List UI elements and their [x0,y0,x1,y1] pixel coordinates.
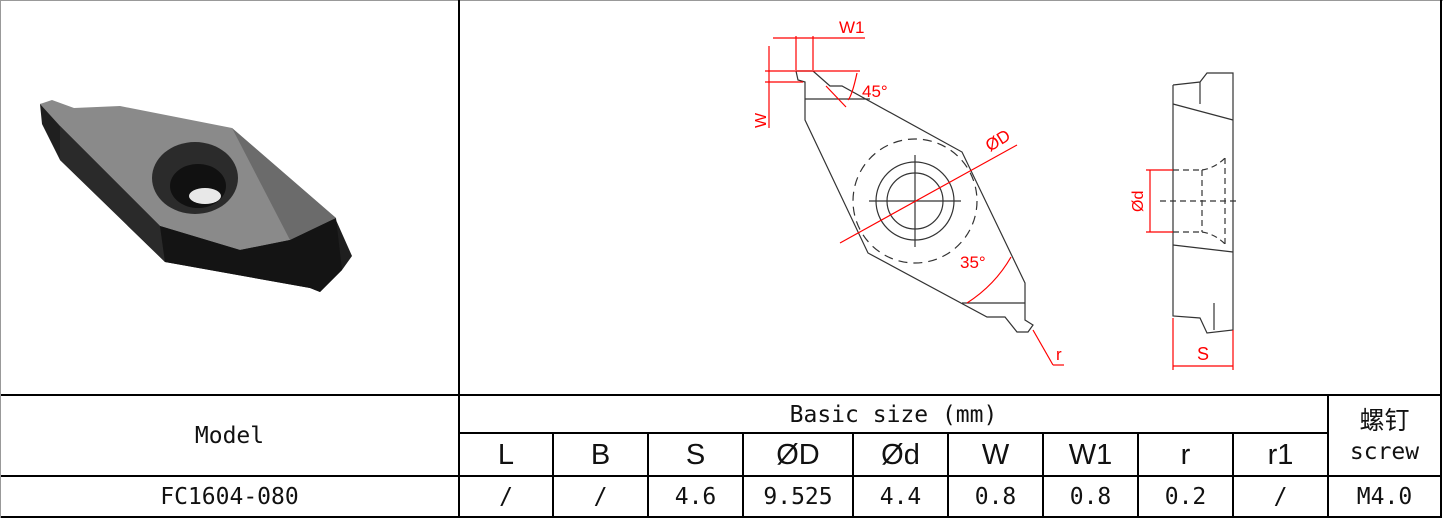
label-35: 35° [960,253,986,272]
label-w1: W1 [839,18,865,37]
col-header-r: r [1180,438,1191,471]
side-view-drawing [1160,72,1240,334]
cell-L: / [499,484,513,510]
insert-3d-image [40,100,352,292]
label-45: 45° [862,82,888,101]
col-header-r1: r1 [1267,438,1294,471]
front-view-drawing [795,70,1034,333]
label-diameter-D: ØD [982,126,1014,156]
col-header-B: B [590,438,611,471]
label-diameter-d: Ød [1130,191,1147,212]
col-header-S: S [685,438,706,471]
cell-d: 4.4 [879,484,922,510]
label-s: S [1197,344,1209,364]
cell-S: 4.6 [674,484,717,510]
col-header-L: L [497,438,515,471]
cell-W1: 0.8 [1069,484,1112,510]
cell-screw: M4.0 [1356,484,1413,510]
screw-header: 螺钉 screw [1328,396,1441,476]
cell-B: / [593,484,608,510]
col-header-D: ØD [776,438,820,471]
label-r: r [1056,345,1062,364]
basic-size-header: Basic size (mm) [789,401,998,428]
col-header-W1: W1 [1068,438,1113,471]
screw-header-en: screw [1349,439,1420,466]
model-header: Model [194,423,265,449]
cell-D: 9.525 [763,484,833,510]
col-header-W: W [981,438,1010,471]
cell-W: 0.8 [974,484,1017,510]
label-w: W [753,112,770,128]
cell-r: 0.2 [1164,484,1207,510]
cell-r1: / [1273,484,1288,510]
col-header-d: Ød [881,438,920,471]
screw-header-cn: 螺钉 [1359,405,1410,435]
front-view-dimensions [765,36,1064,366]
side-view-dimensions [1146,169,1234,370]
cell-model: FC1604-080 [160,484,299,510]
